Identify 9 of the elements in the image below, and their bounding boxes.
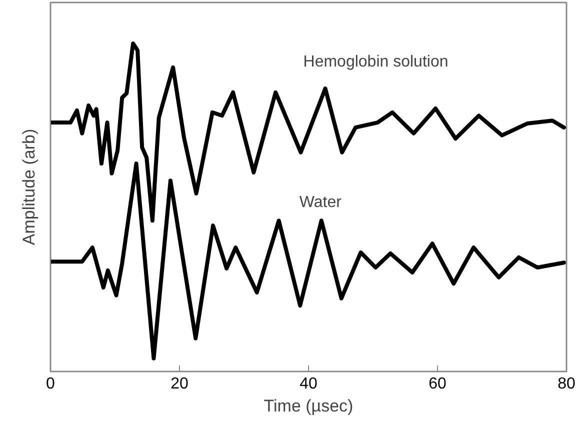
series-label: Water <box>299 194 342 212</box>
x-tick-label: 0 <box>46 376 56 392</box>
series-label: Hemoglobin solution <box>303 53 448 70</box>
x-tick-label: 20 <box>170 376 188 392</box>
x-tick-label: 40 <box>300 376 318 392</box>
x-tick-label: 60 <box>428 376 446 392</box>
x-axis-title: Time (µsec) <box>264 396 354 416</box>
x-tick-label: 80 <box>558 376 576 392</box>
y-axis-title: Amplitude (arb) <box>20 128 38 246</box>
